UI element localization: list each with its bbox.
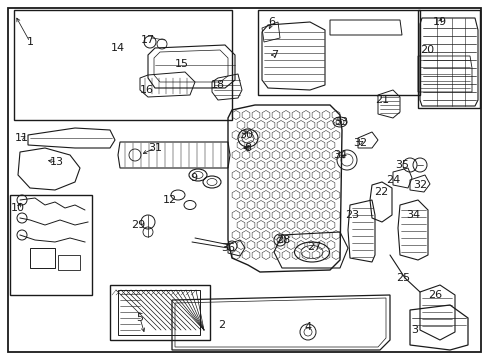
Text: 32: 32 (352, 138, 366, 148)
Text: 29: 29 (131, 220, 145, 230)
Text: 18: 18 (210, 80, 224, 90)
Text: 2: 2 (218, 320, 225, 330)
Text: 6: 6 (268, 17, 275, 27)
Text: 24: 24 (385, 175, 399, 185)
Text: 25: 25 (395, 273, 409, 283)
Text: 33: 33 (333, 117, 347, 127)
Text: 3: 3 (411, 325, 418, 335)
Text: 19: 19 (432, 17, 446, 27)
Text: 8: 8 (244, 143, 251, 153)
Text: 14: 14 (111, 43, 125, 53)
Text: 30: 30 (239, 130, 252, 140)
Text: 13: 13 (50, 157, 64, 167)
Text: 9: 9 (190, 173, 197, 183)
Text: 34: 34 (405, 210, 419, 220)
Text: 16: 16 (140, 85, 154, 95)
Text: 22: 22 (373, 187, 387, 197)
Text: 21: 21 (374, 95, 388, 105)
Text: 28: 28 (275, 235, 289, 245)
Text: 11: 11 (15, 133, 29, 143)
Bar (258, 10, 419, 95)
Bar (14, 10, 231, 120)
Text: 7: 7 (271, 50, 278, 60)
Text: 5: 5 (136, 313, 143, 323)
Text: 26: 26 (427, 290, 441, 300)
Text: 31: 31 (148, 143, 162, 153)
Text: 35: 35 (394, 160, 408, 170)
Text: 12: 12 (163, 195, 177, 205)
Text: 10: 10 (11, 203, 25, 213)
Text: 4: 4 (304, 322, 311, 332)
Bar (110, 285, 209, 340)
Text: 27: 27 (306, 242, 321, 252)
Text: 17: 17 (141, 35, 155, 45)
Bar (417, 10, 479, 108)
Text: 15: 15 (175, 59, 189, 69)
Bar (58, 255, 80, 270)
Bar (10, 195, 92, 295)
Text: 32: 32 (412, 180, 426, 190)
Bar (30, 248, 55, 268)
Text: 20: 20 (419, 45, 433, 55)
Text: 36: 36 (221, 243, 235, 253)
Text: 1: 1 (26, 37, 34, 47)
Text: 23: 23 (344, 210, 358, 220)
Text: 34: 34 (332, 150, 346, 160)
